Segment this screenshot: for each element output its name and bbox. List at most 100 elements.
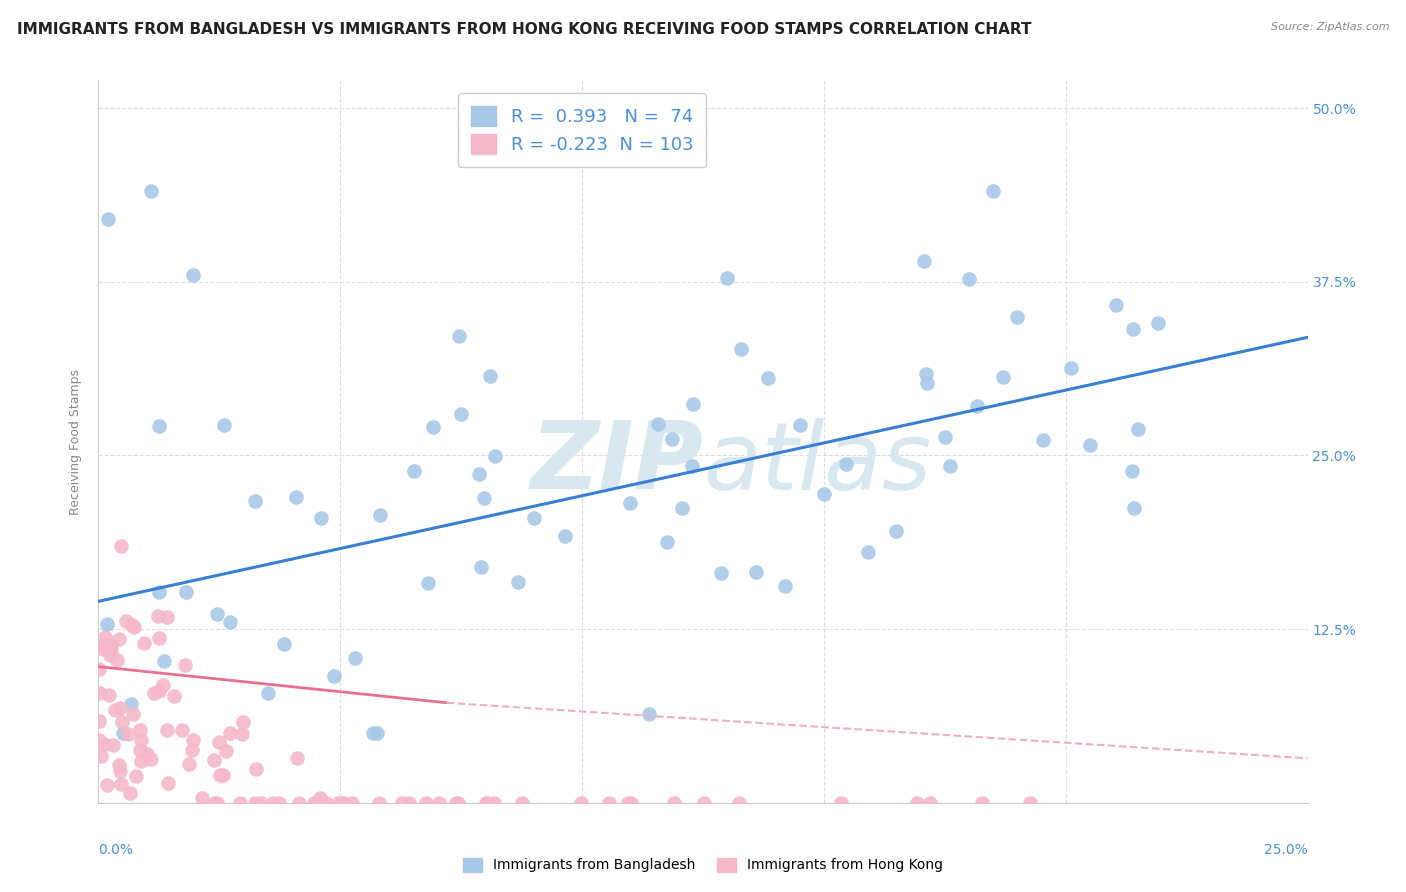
Point: [1078, 437, 1101, 451]
Point: [148, 418, 170, 433]
Point: [553, 529, 575, 543]
Point: [207, 734, 229, 748]
Point: [110, 539, 132, 553]
Text: IMMIGRANTS FROM BANGLADESH VS IMMIGRANTS FROM HONG KONG RECEIVING FOOD STAMPS CO: IMMIGRANTS FROM BANGLADESH VS IMMIGRANTS…: [17, 22, 1032, 37]
Point: [662, 796, 685, 810]
Point: [415, 796, 437, 810]
Point: [773, 579, 796, 593]
Point: [905, 796, 928, 810]
Point: [111, 714, 134, 729]
Point: [94, 642, 117, 657]
Point: [340, 796, 363, 810]
Point: [108, 758, 131, 772]
Point: [98, 648, 121, 662]
Point: [682, 397, 704, 411]
Point: [482, 796, 505, 810]
Point: [152, 654, 174, 668]
Point: [422, 420, 444, 434]
Point: [344, 650, 367, 665]
Point: [730, 342, 752, 356]
Point: [1105, 298, 1128, 312]
Point: [886, 524, 908, 538]
Text: Source: ZipAtlas.com: Source: ZipAtlas.com: [1271, 22, 1389, 32]
Point: [398, 796, 420, 810]
Point: [174, 585, 197, 599]
Point: [288, 796, 311, 810]
Point: [94, 637, 117, 651]
Point: [647, 417, 669, 432]
Point: [177, 757, 200, 772]
Point: [148, 608, 170, 623]
Point: [89, 714, 111, 729]
Point: [332, 796, 354, 810]
Point: [981, 185, 1004, 199]
Point: [107, 632, 129, 647]
Point: [205, 607, 228, 621]
Point: [156, 610, 179, 624]
Point: [1060, 360, 1083, 375]
Point: [211, 768, 233, 782]
Point: [108, 701, 131, 715]
Point: [128, 743, 150, 757]
Point: [89, 686, 111, 700]
Point: [1121, 464, 1143, 478]
Point: [90, 748, 112, 763]
Y-axis label: Receiving Food Stamps: Receiving Food Stamps: [69, 368, 83, 515]
Point: [391, 796, 413, 810]
Point: [181, 268, 204, 282]
Point: [180, 742, 202, 756]
Point: [915, 376, 938, 391]
Point: [404, 464, 426, 478]
Point: [285, 751, 308, 765]
Point: [232, 714, 254, 729]
Point: [302, 796, 325, 810]
Legend: Immigrants from Bangladesh, Immigrants from Hong Kong: Immigrants from Bangladesh, Immigrants f…: [457, 852, 949, 878]
Point: [657, 535, 679, 549]
Point: [1147, 316, 1170, 330]
Point: [120, 786, 142, 800]
Point: [830, 796, 852, 810]
Point: [219, 615, 242, 630]
Point: [204, 796, 226, 810]
Point: [104, 703, 127, 717]
Point: [450, 407, 472, 421]
Point: [637, 706, 659, 721]
Point: [315, 796, 337, 810]
Point: [912, 253, 935, 268]
Point: [957, 272, 980, 286]
Point: [191, 790, 214, 805]
Point: [991, 370, 1014, 384]
Point: [117, 727, 139, 741]
Point: [134, 636, 156, 650]
Point: [205, 796, 228, 810]
Point: [716, 271, 738, 285]
Point: [100, 639, 122, 653]
Text: atlas: atlas: [703, 417, 931, 508]
Point: [173, 657, 195, 672]
Point: [181, 732, 204, 747]
Point: [143, 686, 166, 700]
Point: [163, 690, 186, 704]
Point: [309, 511, 332, 525]
Point: [506, 574, 529, 589]
Point: [468, 467, 491, 481]
Point: [477, 796, 499, 810]
Point: [212, 417, 235, 432]
Point: [97, 688, 120, 702]
Point: [170, 723, 193, 738]
Text: 25.0%: 25.0%: [1264, 843, 1308, 856]
Point: [728, 796, 751, 810]
Point: [284, 490, 307, 504]
Point: [215, 743, 238, 757]
Point: [110, 764, 132, 778]
Point: [1123, 501, 1146, 516]
Point: [671, 500, 693, 515]
Point: [444, 796, 467, 810]
Point: [141, 752, 163, 766]
Point: [96, 778, 118, 792]
Point: [427, 796, 450, 810]
Point: [1007, 310, 1029, 324]
Point: [484, 449, 506, 463]
Point: [366, 726, 388, 740]
Point: [367, 796, 389, 810]
